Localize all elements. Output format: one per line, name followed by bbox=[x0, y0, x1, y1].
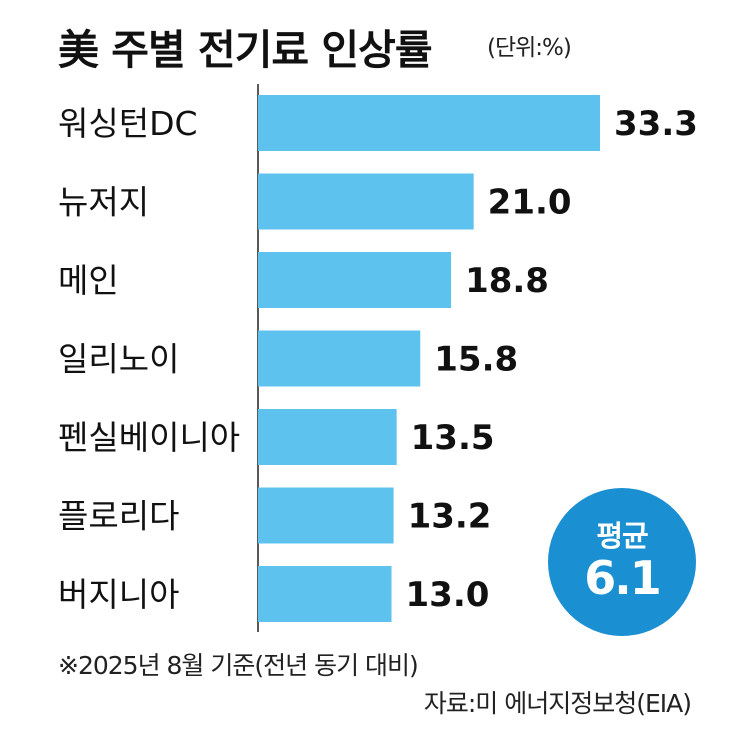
bar bbox=[258, 409, 397, 465]
value-label: 18.8 bbox=[465, 261, 549, 301]
category-label: 메인 bbox=[58, 261, 119, 300]
bar bbox=[258, 487, 394, 544]
bar bbox=[258, 252, 452, 308]
value-label: 13.2 bbox=[408, 497, 492, 537]
category-label: 일리노이 bbox=[58, 340, 179, 379]
bar bbox=[258, 566, 392, 622]
average-badge: 평균 6.1 bbox=[548, 488, 696, 636]
bar-chart: 워싱턴DC 33.3 뉴저지 21.0 메인 18.8 일리노이 15.8 펜실베이니아 13.5… bbox=[58, 84, 698, 632]
value-label: 13.5 bbox=[411, 418, 495, 458]
unit-label: (단위:%) bbox=[487, 35, 572, 61]
category-label: 플로리다 bbox=[58, 497, 179, 536]
bar bbox=[258, 173, 474, 230]
bar bbox=[258, 95, 600, 151]
category-label: 워싱턴DC bbox=[58, 104, 198, 143]
source-credit: 자료:미 에너지정보청(EIA) bbox=[423, 689, 692, 718]
average-value: 6.1 bbox=[584, 550, 661, 605]
value-label: 13.0 bbox=[406, 575, 490, 615]
category-label: 뉴저지 bbox=[58, 183, 149, 222]
footnote: ※2025년 8월 기준(전년 동기 대비) bbox=[58, 651, 419, 680]
average-label: 평균 bbox=[596, 518, 648, 553]
category-label: 버지니아 bbox=[58, 575, 179, 614]
value-label: 33.3 bbox=[614, 104, 698, 144]
chart-title: 美 주별 전기료 인상률 bbox=[58, 26, 433, 74]
value-label: 15.8 bbox=[434, 340, 518, 380]
value-label: 21.0 bbox=[488, 183, 572, 223]
bar bbox=[258, 330, 421, 387]
category-label: 펜실베이니아 bbox=[58, 418, 240, 457]
